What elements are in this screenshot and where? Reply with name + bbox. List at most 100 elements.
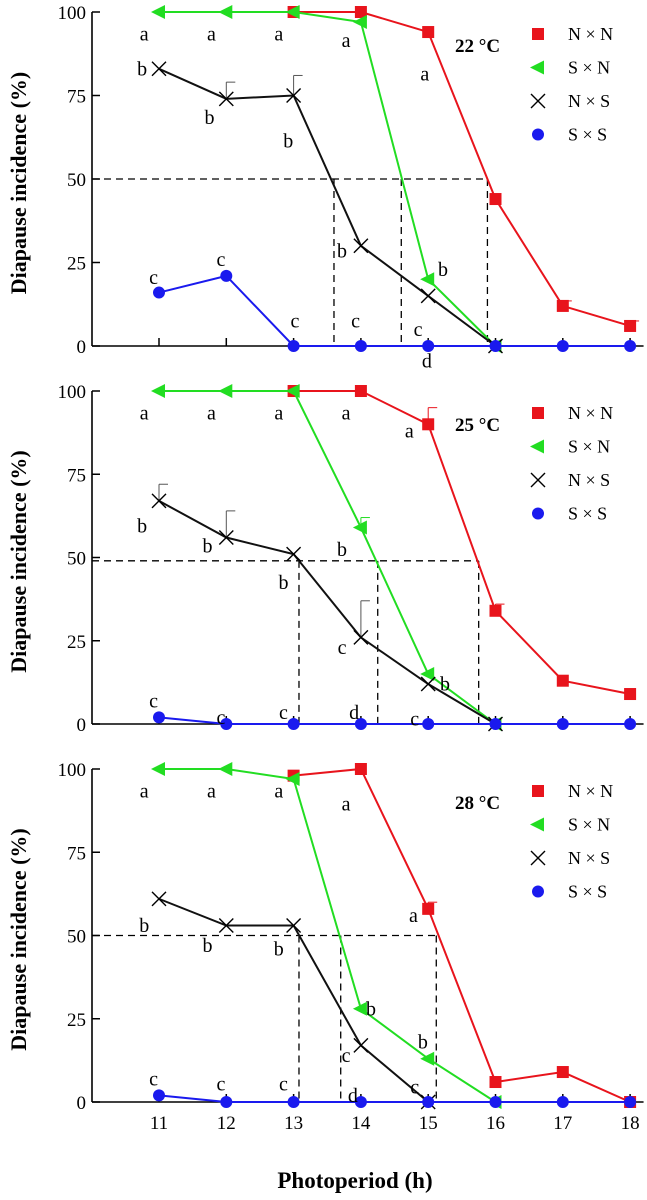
significance-letter: b [283, 130, 293, 152]
data-point-circle [422, 718, 435, 730]
y-tick-label: 25 [67, 632, 86, 653]
data-point-circle [153, 711, 165, 724]
data-point-cross [218, 530, 234, 546]
panel-3: 0 25 50 75 100 11 12 13 14 15 16 17 18 Diapause incid… [6, 760, 644, 1134]
y-tick-label: 50 [67, 927, 86, 948]
significance-letter: a [274, 23, 283, 45]
data-point-circle [489, 340, 502, 352]
data-point-circle [220, 1096, 233, 1108]
data-point-circle [354, 340, 367, 352]
significance-letter: a [207, 780, 216, 802]
y-tick-label: 50 [67, 170, 86, 191]
y-tick-label: 50 [67, 549, 86, 570]
panel-temperature-title: 28 °C [455, 793, 500, 814]
data-point-cross [353, 1037, 369, 1053]
significance-letter: c [149, 690, 158, 712]
significance-letter: d [422, 351, 432, 373]
legend-marker-cross [530, 850, 546, 866]
data-point-cross [151, 61, 167, 77]
significance-letter: c [351, 311, 360, 333]
data-point-square [624, 319, 637, 332]
data-point-triangle [352, 520, 367, 535]
data-point-cross [353, 629, 369, 645]
series-line [158, 716, 631, 725]
x-tick-label: 16 [486, 1113, 505, 1134]
series-line [293, 390, 631, 696]
panel-temperature-title: 25 °C [455, 415, 500, 436]
data-point-square [354, 6, 367, 18]
data-point-square [556, 1066, 569, 1079]
legend-label: N × S [568, 848, 610, 868]
data-point-square [489, 193, 502, 206]
y-tick-label: 0 [77, 337, 87, 358]
significance-letter: a [342, 402, 351, 424]
data-point-square [556, 674, 569, 687]
data-point-circle [153, 1089, 165, 1102]
legend-marker-triangle [530, 817, 544, 832]
significance-letter: c [410, 1077, 419, 1099]
legend-marker-triangle [530, 60, 544, 75]
data-point-cross [420, 676, 436, 692]
data-point-square [354, 763, 367, 775]
y-axis-label: Diapause incidence (%) [6, 450, 31, 672]
series-line [159, 768, 497, 1103]
data-point-circle [624, 718, 637, 730]
significance-letter: c [414, 319, 423, 341]
data-point-circle [287, 1096, 300, 1108]
legend-marker-cross [530, 472, 546, 488]
y-axis-label: Diapause incidence (%) [6, 828, 31, 1050]
significance-letter: c [149, 267, 158, 289]
y-tick-label: 100 [58, 760, 87, 781]
data-point-circle [422, 340, 435, 352]
significance-letter: a [405, 421, 414, 443]
significance-letter: b [204, 107, 214, 129]
legend-label: S × S [568, 504, 607, 524]
legend-label: N × N [568, 24, 613, 44]
significance-letter: c [291, 311, 300, 333]
significance-letter: a [140, 402, 149, 424]
data-point-circle [220, 718, 233, 730]
significance-letter: a [274, 780, 283, 802]
data-point-square [422, 902, 435, 915]
y-tick-label: 75 [67, 465, 86, 486]
data-point-circle [220, 269, 233, 282]
x-tick-label: 14 [351, 1113, 371, 1134]
legend-label: S × N [568, 815, 610, 835]
data-point-cross [151, 891, 167, 907]
significance-letter: b [274, 938, 284, 960]
x-axis-label: Photoperiod (h) [277, 1168, 432, 1193]
data-point-triangle [285, 771, 300, 786]
legend-label: N × N [568, 781, 613, 801]
legend-label: N × S [568, 91, 610, 111]
y-tick-label: 75 [67, 87, 86, 108]
data-point-square [354, 385, 367, 397]
data-point-triangle [420, 667, 435, 682]
x-tick-label: 15 [419, 1113, 438, 1134]
legend-label: N × N [568, 403, 613, 423]
y-tick-label: 100 [58, 3, 87, 24]
significance-letter: c [279, 1073, 288, 1095]
data-point-cross [420, 288, 436, 304]
data-point-triangle [420, 1051, 435, 1066]
data-point-triangle [218, 384, 233, 398]
significance-letter: b [137, 58, 147, 80]
significance-letter: b [418, 1032, 428, 1054]
legend-marker-cross [530, 93, 546, 109]
significance-letter: a [274, 402, 283, 424]
data-point-cross [151, 493, 167, 509]
panel-2: 0 25 50 75 100 Diapause incidence (%) a a a a a b b b… [6, 382, 644, 736]
legend-marker-square [532, 28, 544, 40]
significance-letter: b [337, 539, 347, 561]
legend-label: S × S [568, 882, 607, 902]
data-point-cross [218, 918, 234, 934]
data-point-triangle [151, 762, 165, 776]
data-point-circle [153, 286, 165, 299]
data-point-triangle [218, 762, 233, 776]
series-line [158, 897, 429, 1103]
data-point-cross [286, 88, 302, 103]
data-point-circle [287, 718, 300, 730]
data-point-circle [556, 718, 569, 730]
significance-letter: a [207, 402, 216, 424]
data-point-circle [556, 340, 569, 352]
